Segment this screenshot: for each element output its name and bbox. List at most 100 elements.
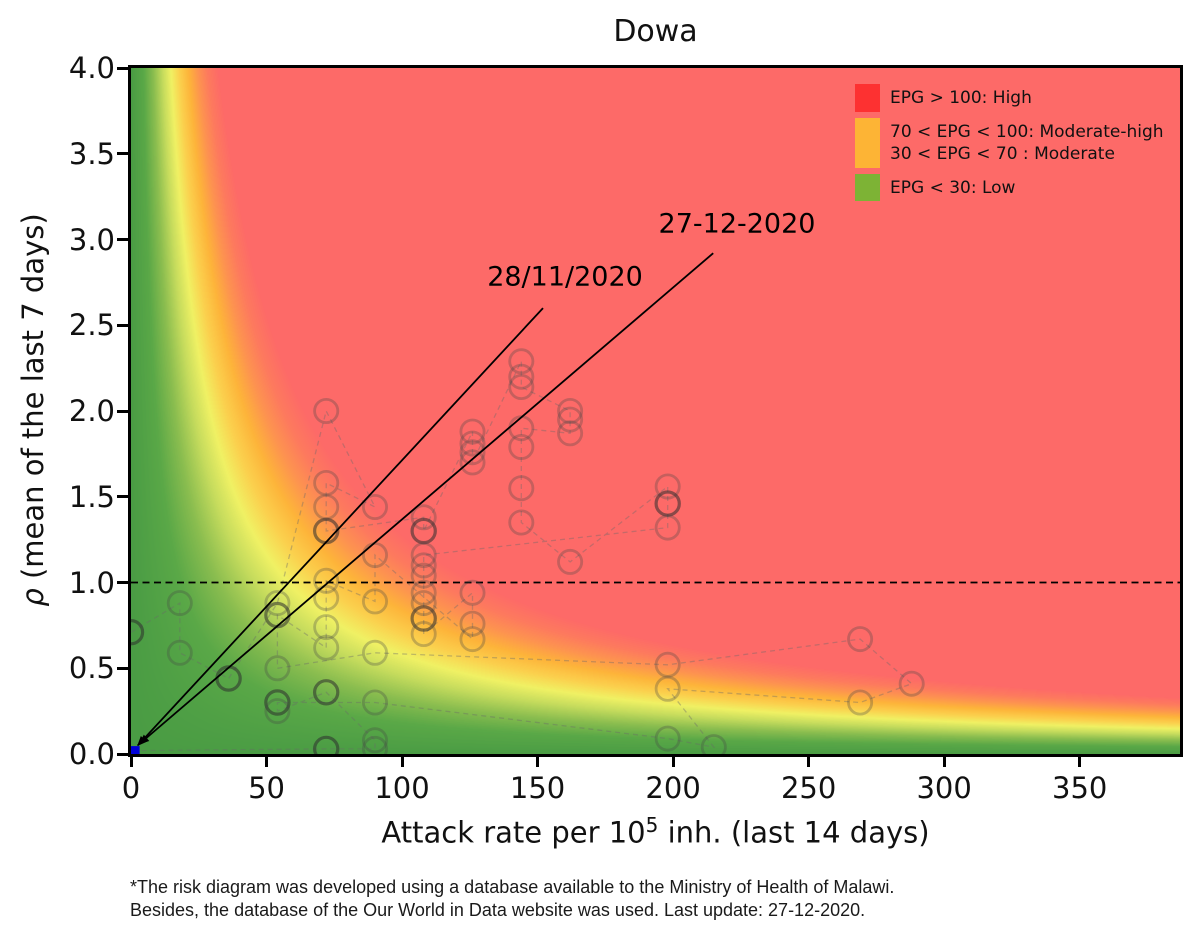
legend: EPG > 100: High 70 < EPG < 100: Moderate… xyxy=(855,84,1185,207)
y-tick xyxy=(117,752,128,756)
data-point xyxy=(166,590,193,617)
data-point xyxy=(410,542,437,569)
data-point xyxy=(847,689,874,716)
data-point xyxy=(264,689,291,716)
x-axis-label-superscript: 5 xyxy=(645,813,659,837)
data-point xyxy=(508,509,535,536)
y-tick xyxy=(117,409,128,413)
footnote-line-2: Besides, the database of the Our World i… xyxy=(130,900,866,920)
x-tick-label: 0 xyxy=(121,771,141,805)
data-point xyxy=(410,579,437,606)
data-point xyxy=(459,626,486,653)
data-point xyxy=(459,418,486,445)
legend-swatch-low xyxy=(855,174,880,201)
data-point xyxy=(557,406,584,433)
y-tick-label: 2.5 xyxy=(68,308,115,343)
data-point xyxy=(557,397,584,424)
data-point xyxy=(654,651,681,678)
annotation-label-27-12-2020: 27-12-2020 xyxy=(658,208,816,240)
x-tick-label: 300 xyxy=(916,771,972,805)
y-axis-label: ρ (mean of the last 7 days) xyxy=(16,213,50,606)
legend-row-high: EPG > 100: High xyxy=(855,84,1185,112)
legend-label-high: EPG > 100: High xyxy=(890,88,1032,108)
data-point xyxy=(459,449,486,476)
x-tick xyxy=(129,756,133,767)
y-tick-label: 1.5 xyxy=(68,479,115,514)
x-tick xyxy=(265,756,269,767)
latest-date-marker xyxy=(131,746,140,754)
trajectory-path xyxy=(131,361,913,752)
data-point xyxy=(700,734,727,754)
y-tick-label: 2.0 xyxy=(68,394,115,428)
data-point xyxy=(654,675,681,702)
legend-label-low: EPG < 30: Low xyxy=(890,177,1016,198)
data-point xyxy=(459,430,486,457)
data-point xyxy=(410,562,437,589)
legend-row-low: EPG < 30: Low xyxy=(855,174,1185,201)
x-tick-label: 50 xyxy=(248,771,285,805)
footnote-line-1: *The risk diagram was developed using a … xyxy=(130,877,895,897)
footnote: *The risk diagram was developed using a … xyxy=(130,876,1130,922)
data-point xyxy=(361,493,388,520)
x-axis-label-part2: inh. (last 14 days) xyxy=(658,815,930,850)
data-point xyxy=(313,567,340,594)
data-point xyxy=(264,655,291,682)
data-point xyxy=(313,584,340,611)
y-tick xyxy=(117,238,128,241)
data-point xyxy=(508,433,535,460)
data-point xyxy=(215,665,242,692)
data-point xyxy=(459,610,486,637)
y-tick-label: 3.5 xyxy=(68,136,115,171)
data-point xyxy=(361,689,388,716)
data-point xyxy=(361,588,388,615)
data-point xyxy=(312,679,340,706)
data-point xyxy=(847,626,874,653)
annotation-arrow-1 xyxy=(138,252,714,745)
y-tick xyxy=(117,581,128,584)
data-point xyxy=(557,548,584,575)
legend-swatch-high xyxy=(855,84,880,112)
x-tick xyxy=(536,756,540,767)
data-overlay xyxy=(131,252,1180,754)
data-point xyxy=(654,490,681,517)
risk-gradient-canvas xyxy=(131,68,1180,754)
x-axis-label-part1: Attack rate per 10 xyxy=(381,815,646,850)
plot-area xyxy=(131,68,1180,754)
data-point xyxy=(313,634,340,661)
y-tick xyxy=(117,666,128,670)
data-point xyxy=(313,735,340,754)
y-tick xyxy=(117,323,128,327)
data-point xyxy=(508,373,535,400)
data-point xyxy=(264,590,291,617)
x-tick-label: 100 xyxy=(374,771,430,805)
chart-title: Dowa xyxy=(613,14,698,49)
rho-symbol: ρ xyxy=(16,588,50,607)
data-point xyxy=(410,621,437,648)
x-tick xyxy=(400,756,404,767)
y-tick xyxy=(117,152,128,156)
data-point xyxy=(410,590,437,617)
legend-label-moderate-high: 70 < EPG < 100: Moderate-high xyxy=(890,122,1164,142)
y-tick-label: 0.5 xyxy=(68,651,115,686)
data-point xyxy=(898,670,925,697)
data-point xyxy=(459,579,486,606)
data-point xyxy=(313,614,340,641)
data-point xyxy=(410,552,437,579)
legend-swatch-moderate xyxy=(855,118,880,168)
data-point xyxy=(508,475,535,502)
data-point xyxy=(313,397,340,424)
data-point xyxy=(508,348,535,375)
y-tick xyxy=(117,495,128,499)
y-tick-label: 1.0 xyxy=(68,565,115,600)
x-tick xyxy=(671,756,675,767)
data-point xyxy=(264,698,291,725)
x-tick xyxy=(1078,756,1082,767)
x-tick xyxy=(807,756,811,767)
x-tick-label: 250 xyxy=(780,771,837,805)
data-point xyxy=(166,639,193,666)
y-axis-label-text: (mean of the last 7 days) xyxy=(16,213,50,589)
annotation-arrow-0 xyxy=(137,307,544,747)
data-point xyxy=(557,420,584,447)
data-point xyxy=(508,363,535,390)
data-point xyxy=(410,605,437,632)
